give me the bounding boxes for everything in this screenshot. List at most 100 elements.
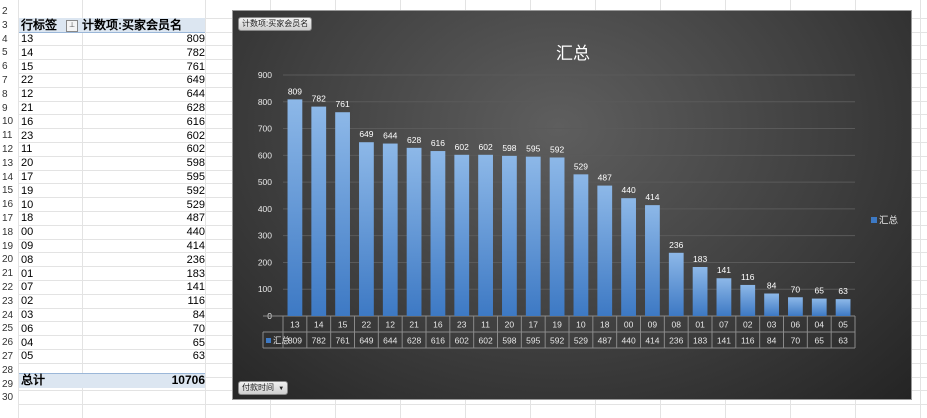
- data-label: 65: [815, 286, 825, 296]
- pivot-row-label[interactable]: 19: [21, 184, 34, 197]
- pivot-row-label[interactable]: 10: [21, 198, 34, 211]
- row-number[interactable]: 17: [2, 213, 14, 224]
- pivot-row-label[interactable]: 11: [21, 143, 33, 156]
- row-number[interactable]: 14: [2, 171, 14, 183]
- pivot-row-label[interactable]: 17: [21, 171, 34, 183]
- pivot-row-value[interactable]: 414: [186, 240, 205, 252]
- row-number[interactable]: 16: [2, 199, 14, 211]
- pivot-row-label[interactable]: 03: [21, 309, 34, 321]
- row-number[interactable]: 9: [2, 102, 8, 114]
- pivot-chart[interactable]: 计数项:买家会员名 汇总 0 1 00 200 300 400 500 600 700 800 900…: [232, 10, 912, 400]
- pivot-row-value[interactable]: 183: [186, 267, 205, 280]
- pivot-row-value[interactable]: 628: [186, 102, 205, 114]
- pivot-row-label[interactable]: 07: [21, 281, 34, 294]
- row-number[interactable]: 10: [2, 116, 14, 128]
- row-number[interactable]: 22: [2, 282, 14, 293]
- pivot-row-value[interactable]: 116: [187, 295, 205, 308]
- pivot-row-label[interactable]: 05: [21, 350, 34, 363]
- pivot-row-label[interactable]: 08: [21, 253, 34, 266]
- row-number[interactable]: 26: [2, 337, 14, 349]
- pivot-row-value[interactable]: 644: [186, 88, 205, 101]
- row-number[interactable]: 11: [2, 130, 13, 142]
- row-number[interactable]: 30: [2, 392, 14, 404]
- pivot-row-value[interactable]: 592: [186, 184, 205, 197]
- row-number[interactable]: 29: [2, 378, 14, 390]
- pivot-row-label[interactable]: 15: [21, 60, 34, 73]
- pivot-row-value[interactable]: 782: [186, 46, 205, 59]
- data-table-value: 644: [383, 336, 397, 346]
- pivot-row-label[interactable]: 21: [21, 102, 34, 114]
- x-tick-label: 09: [648, 320, 658, 330]
- dropdown-arrow-icon: ▼: [278, 386, 285, 392]
- pivot-total-value[interactable]: 10706: [171, 373, 205, 387]
- row-number[interactable]: 4: [2, 33, 8, 45]
- value-field-button[interactable]: 计数项:买家会员名: [238, 17, 313, 31]
- pivot-row-label[interactable]: 04: [21, 336, 34, 349]
- row-number[interactable]: 3: [2, 19, 8, 31]
- data-table-value: 598: [502, 336, 516, 346]
- column-gridline: [82, 0, 83, 418]
- row-number[interactable]: 24: [2, 309, 14, 321]
- row-number[interactable]: 21: [2, 268, 14, 280]
- row-number[interactable]: 12: [2, 144, 14, 155]
- pivot-row-value[interactable]: 487: [186, 212, 205, 225]
- pivot-row-value[interactable]: 141: [186, 281, 205, 294]
- row-number[interactable]: 8: [2, 88, 8, 100]
- row-number[interactable]: 18: [2, 226, 14, 238]
- data-label: 761: [335, 99, 349, 109]
- row-number[interactable]: 13: [2, 157, 14, 169]
- pivot-row-label[interactable]: 12: [21, 88, 34, 101]
- pivot-row-value[interactable]: 595: [186, 171, 205, 183]
- pivot-row-value[interactable]: 598: [186, 157, 205, 170]
- row-number[interactable]: 2: [2, 6, 8, 17]
- pivot-row-value[interactable]: 529: [186, 198, 205, 211]
- pivot-row-label[interactable]: 16: [21, 115, 34, 128]
- pivot-row-label[interactable]: 22: [21, 74, 34, 87]
- row-number[interactable]: 19: [2, 240, 14, 252]
- x-tick-label: 12: [386, 320, 396, 330]
- row-filter-button[interactable]: ⊥: [66, 20, 78, 32]
- row-number[interactable]: 23: [2, 295, 14, 307]
- axis-field-button[interactable]: 付款时间 ▼: [238, 381, 289, 395]
- pivot-row-value[interactable]: 440: [186, 226, 205, 239]
- pivot-total-label[interactable]: 总计: [21, 373, 46, 387]
- x-tick-label: 00: [624, 320, 634, 330]
- data-table-value: 183: [693, 336, 707, 346]
- pivot-row-value[interactable]: 602: [186, 143, 205, 156]
- row-number[interactable]: 7: [2, 75, 8, 86]
- row-number[interactable]: 5: [2, 47, 8, 59]
- row-number[interactable]: 6: [2, 61, 8, 73]
- pivot-row-label[interactable]: 02: [21, 295, 34, 308]
- row-number[interactable]: 28: [2, 364, 14, 376]
- row-number[interactable]: 27: [2, 351, 14, 362]
- pivot-row-value[interactable]: 602: [186, 129, 205, 142]
- pivot-row-value[interactable]: 70: [192, 322, 205, 335]
- pivot-row-label[interactable]: 23: [21, 129, 34, 142]
- pivot-row-value[interactable]: 236: [186, 253, 205, 266]
- pivot-row-label[interactable]: 06: [21, 322, 34, 335]
- pivot-row-value[interactable]: 761: [186, 60, 205, 73]
- data-table-value: 761: [335, 336, 349, 346]
- pivot-row-value[interactable]: 84: [192, 309, 205, 321]
- x-tick-label: 11: [481, 320, 490, 330]
- row-number[interactable]: 15: [2, 185, 14, 197]
- pivot-value-header[interactable]: 计数项:买家会员名: [82, 18, 182, 32]
- data-table-value: 440: [621, 336, 635, 346]
- pivot-row-value[interactable]: 65: [192, 336, 205, 349]
- pivot-row-label[interactable]: 13: [21, 33, 34, 45]
- row-number[interactable]: 20: [2, 254, 14, 266]
- legend-label: 汇总: [879, 215, 899, 227]
- pivot-row-label[interactable]: 01: [21, 267, 34, 280]
- pivot-row-label[interactable]: 14: [21, 46, 34, 59]
- pivot-row-value[interactable]: 809: [186, 33, 205, 45]
- pivot-row-value[interactable]: 649: [186, 74, 205, 87]
- pivot-row-label[interactable]: 00: [21, 226, 34, 239]
- x-tick-label: 23: [457, 320, 467, 330]
- pivot-row-label[interactable]: 09: [21, 240, 34, 252]
- pivot-row-value[interactable]: 616: [186, 115, 205, 128]
- pivot-row-label-header[interactable]: 行标签: [21, 18, 58, 32]
- pivot-row-label[interactable]: 20: [21, 157, 34, 170]
- row-number[interactable]: 25: [2, 323, 14, 335]
- pivot-row-label[interactable]: 18: [21, 212, 34, 225]
- pivot-row-value[interactable]: 63: [192, 350, 205, 363]
